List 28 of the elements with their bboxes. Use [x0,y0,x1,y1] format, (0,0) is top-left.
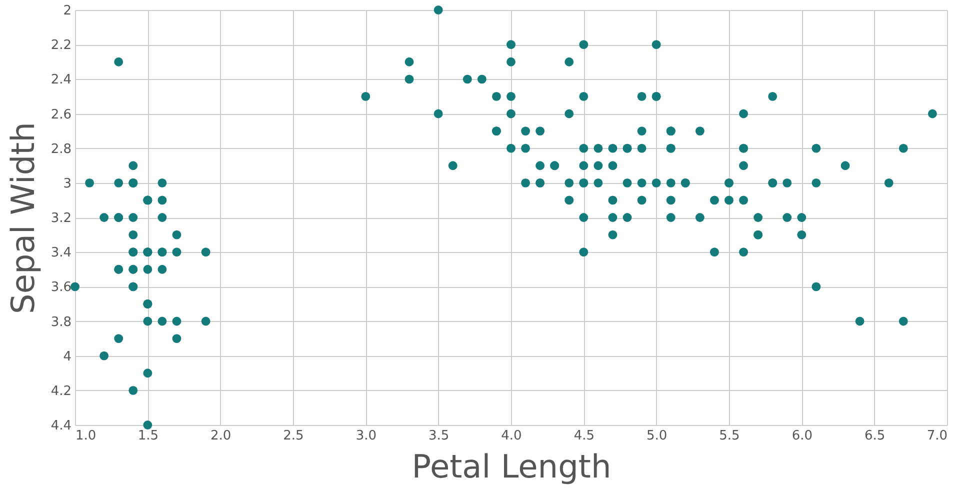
x-tick-label: 3.5 [428,428,450,444]
y-tick-label: 4 [63,349,72,364]
y-tick-label: 2.2 [50,38,72,54]
y-tick-label: 4.4 [50,418,72,434]
x-tick-label: 2.0 [210,428,232,444]
y-tick-label: 3.4 [50,246,72,261]
y-tick-label: 3 [63,176,72,192]
x-tick-label: 3.0 [356,428,377,444]
x-tick-label: 6.0 [792,428,813,444]
y-tick-label: 4.2 [50,384,72,399]
x-tick-label: 1.5 [138,428,159,444]
y-tick-label: 3.6 [50,280,72,296]
y-axis-title: Sepal Width [4,122,42,314]
y-tick-label: 3.8 [50,314,72,330]
x-tick-label: 2.5 [283,428,304,444]
x-tick-label: 5.5 [719,428,740,444]
x-tick-label: 5.0 [646,428,668,444]
y-tick-label: 2.6 [50,107,72,122]
y-tick-label: 2.8 [50,142,72,157]
x-tick-label: 1.0 [76,428,96,444]
x-tick-label: 4.0 [501,428,522,444]
x-tick-label: 7.0 [926,428,948,444]
y-tick-label: 3.2 [50,211,72,226]
x-tick-label: 4.5 [574,428,595,444]
x-tick-label: 6.5 [864,428,886,444]
y-tick-label: 2 [63,4,72,18]
y-tick-label: 2.4 [50,72,72,88]
x-axis-title: Petal Length [412,448,612,486]
